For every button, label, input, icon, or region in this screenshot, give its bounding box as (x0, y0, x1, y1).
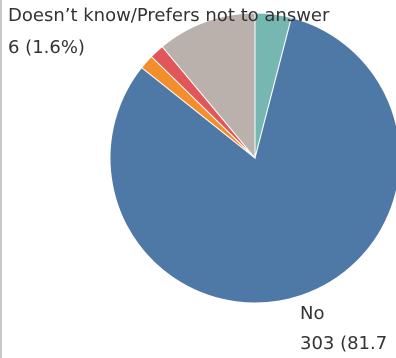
pie-slice-1 (109, 17, 396, 304)
label-no-category: No (300, 303, 325, 324)
pie-slice-4 (161, 12, 256, 160)
label-dk-value: 6 (1.6%) (8, 37, 85, 58)
label-dk-category: Doesn’t know/Prefers not to answer (8, 5, 330, 26)
pie-slices (109, 12, 396, 304)
label-no-value: 303 (81.7 (300, 333, 388, 354)
left-border (0, 0, 2, 358)
